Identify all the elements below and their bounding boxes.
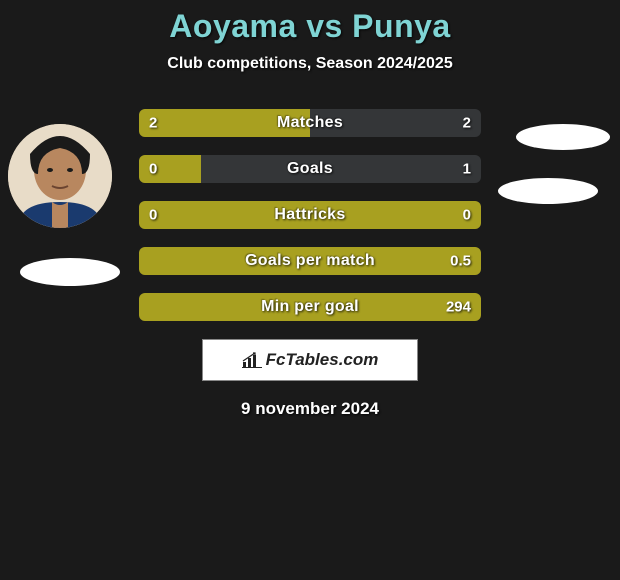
stat-row: 01Goals <box>139 155 481 183</box>
site-logo: FcTables.com <box>202 339 418 381</box>
logo-label: FcTables.com <box>266 350 379 370</box>
player-right-badge-1 <box>516 124 610 150</box>
stat-row: 22Matches <box>139 109 481 137</box>
player-left-avatar <box>8 124 112 228</box>
player-left-badge <box>20 258 120 286</box>
stat-row: 0.5Goals per match <box>139 247 481 275</box>
bar-chart-icon <box>242 352 262 368</box>
player-right-badge-2 <box>498 178 598 204</box>
comparison-title: Aoyama vs Punya <box>0 8 620 45</box>
stat-row: 294Min per goal <box>139 293 481 321</box>
logo-text: FcTables.com <box>242 350 379 370</box>
stat-label: Min per goal <box>139 298 481 316</box>
stat-label: Goals per match <box>139 252 481 270</box>
comparison-subtitle: Club competitions, Season 2024/2025 <box>0 55 620 73</box>
stat-row: 00Hattricks <box>139 201 481 229</box>
snapshot-date: 9 november 2024 <box>0 399 620 419</box>
stat-label: Matches <box>139 114 481 132</box>
stat-label: Hattricks <box>139 206 481 224</box>
stats-panel: 22Matches 01Goals 00Hattricks 0.5Goals per … <box>139 109 481 321</box>
stat-label: Goals <box>139 160 481 178</box>
